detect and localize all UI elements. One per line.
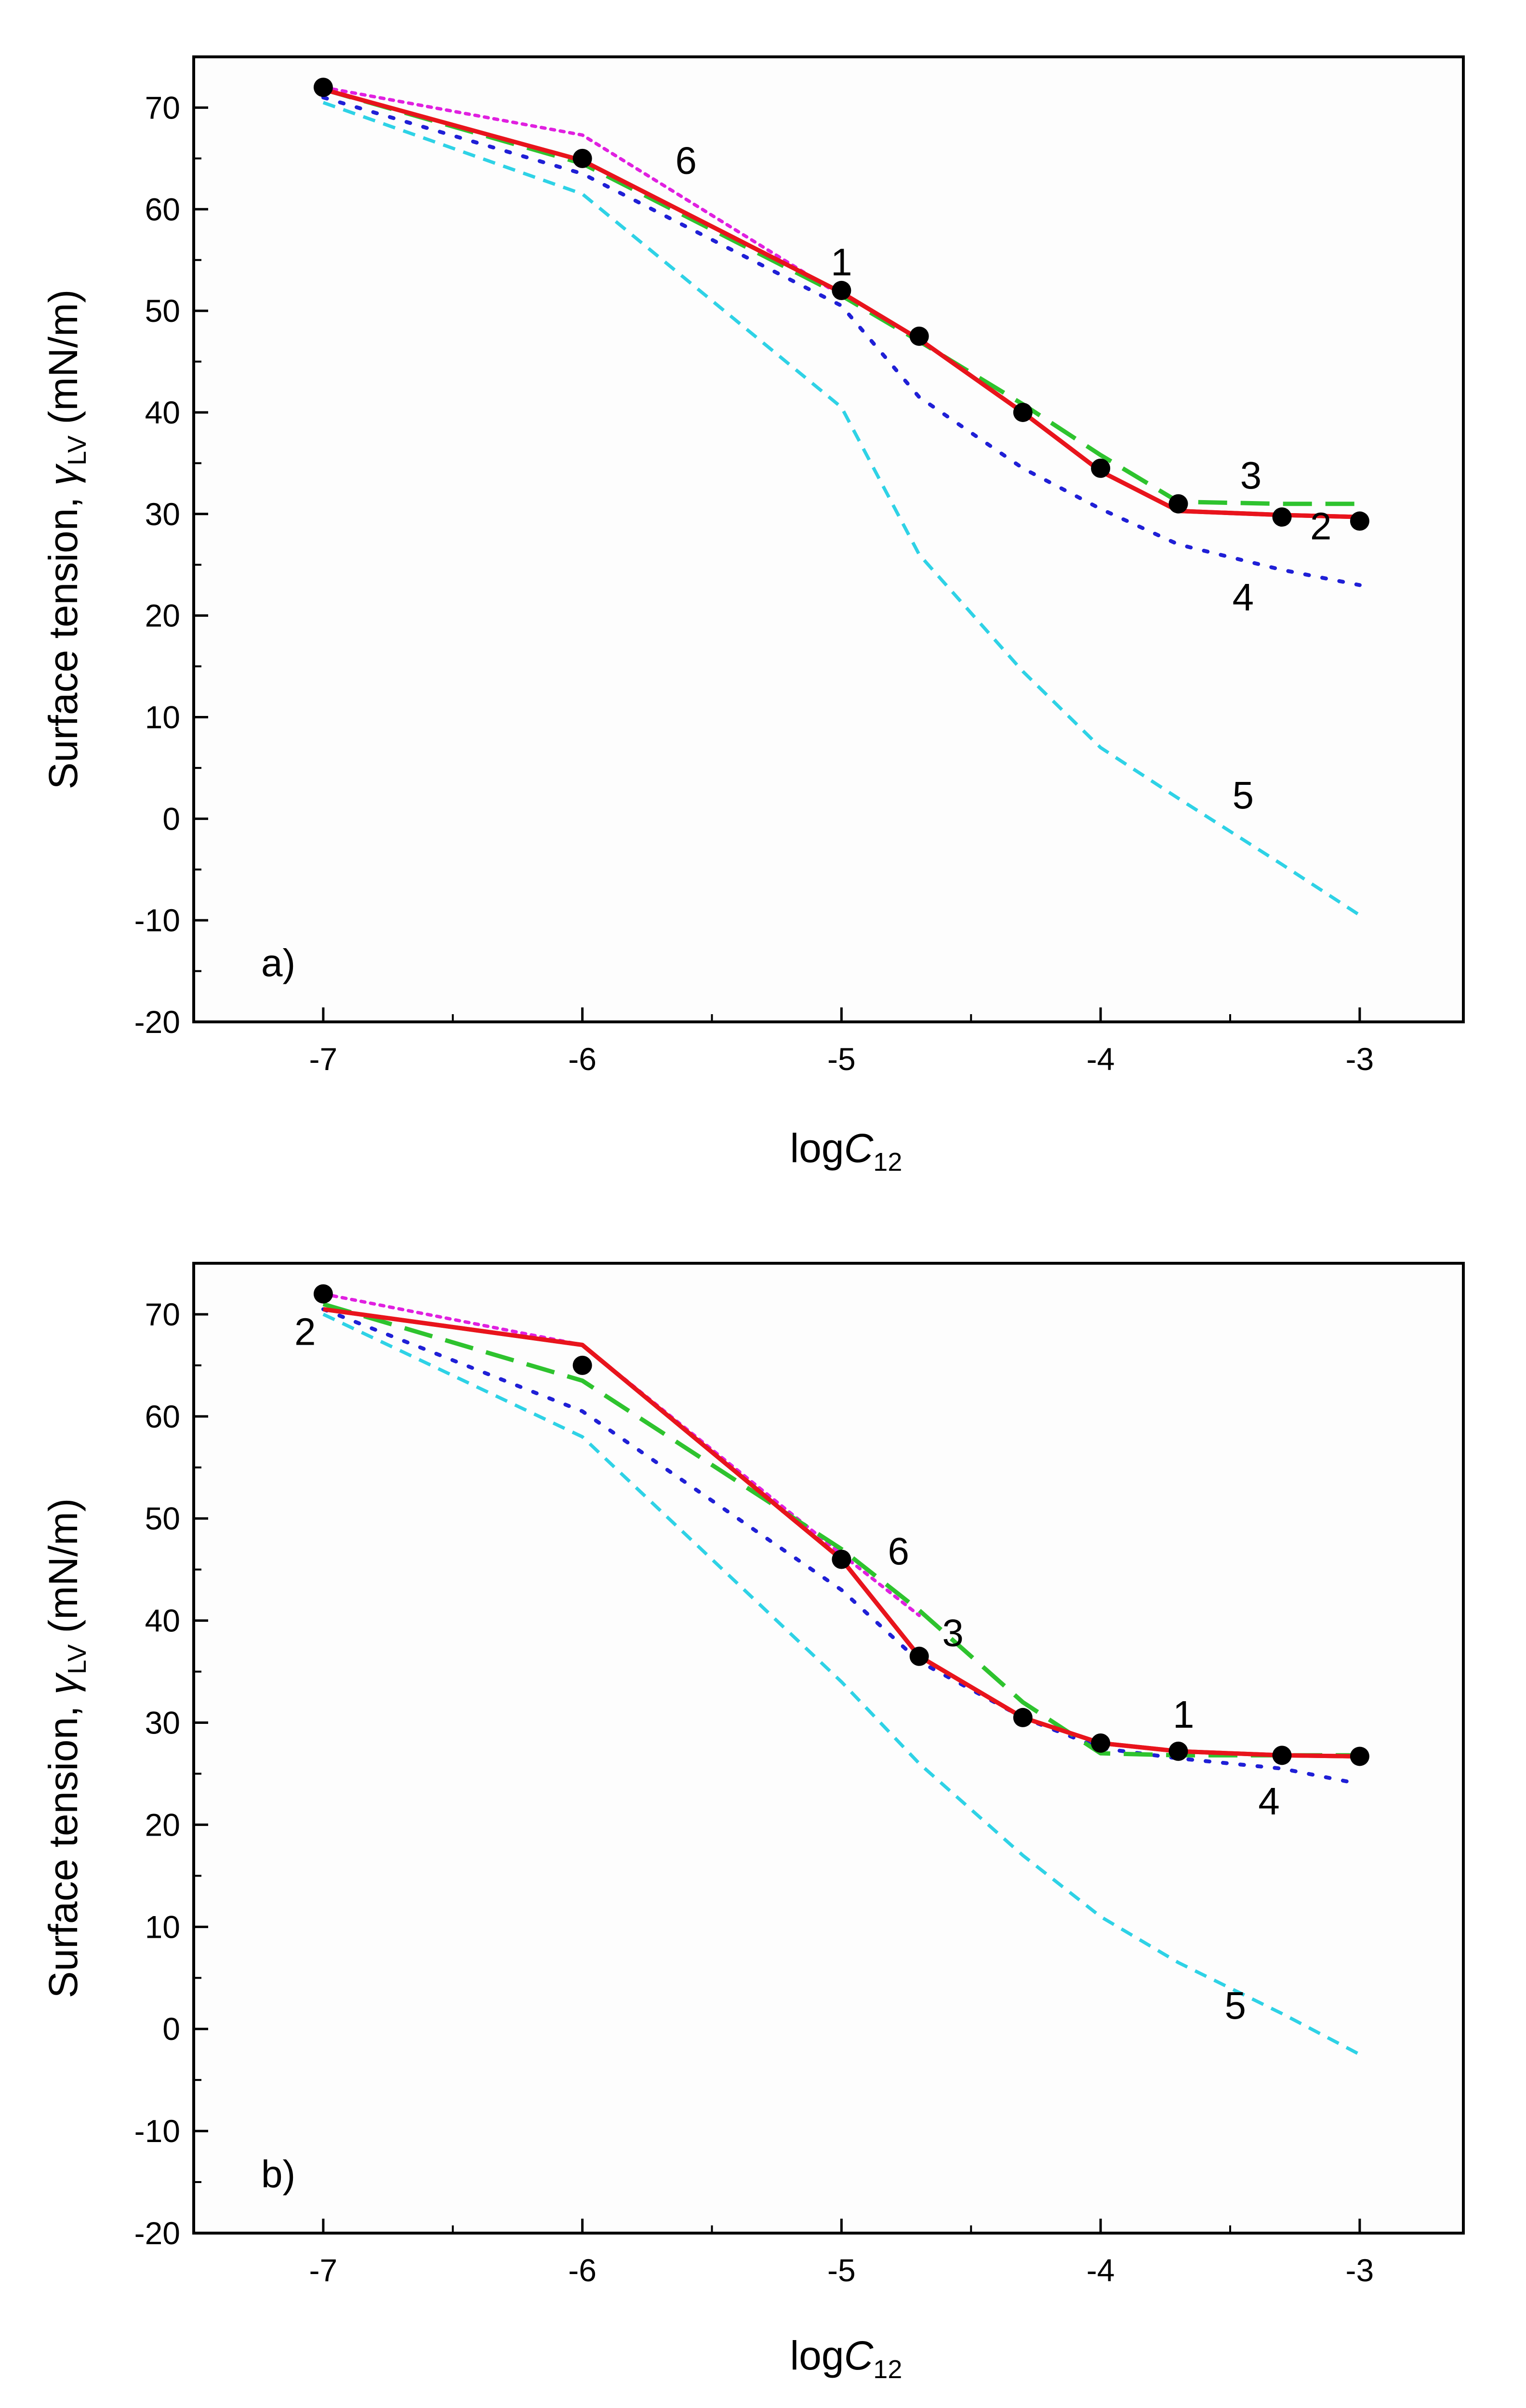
curve-label-4: 4 <box>1258 1780 1280 1823</box>
curve-label-3: 3 <box>942 1612 964 1654</box>
data-point <box>313 1284 333 1304</box>
series-4-line <box>321 95 1362 587</box>
y-tick-label: 20 <box>145 1807 180 1842</box>
data-point <box>1272 1746 1292 1765</box>
curve-label-1: 1 <box>831 240 852 283</box>
panel-label: b) <box>261 2153 295 2196</box>
data-point <box>313 78 333 97</box>
series-5-line <box>322 1312 1361 2056</box>
data-point <box>1091 458 1111 478</box>
x-tick-label: -7 <box>309 2252 338 2288</box>
y-tick-label: 10 <box>145 699 180 735</box>
x-tick-label: -6 <box>568 2252 597 2288</box>
y-tick-label: 0 <box>162 2011 180 2047</box>
x-tick-label: -5 <box>827 1041 856 1077</box>
curve-label-1: 1 <box>1173 1693 1194 1736</box>
y-tick-label: -10 <box>134 902 180 938</box>
data-point <box>572 148 592 168</box>
x-tick-label: -3 <box>1346 2252 1374 2288</box>
y-tick-label: 40 <box>145 1603 180 1639</box>
y-axis-ticks: -20 -10 0 10 20 30 40 50 60 70 <box>134 1297 208 2251</box>
x-tick-label: -3 <box>1346 1041 1374 1077</box>
x-tick-label: -7 <box>309 1041 338 1077</box>
curve-label-4: 4 <box>1233 576 1254 619</box>
data-point <box>1272 507 1292 527</box>
series-6-line <box>321 85 843 297</box>
curve-labels: 1 2 3 4 5 6 <box>675 139 1331 817</box>
y-tick-label: 30 <box>145 496 180 532</box>
y-axis-ticks: -20 -10 0 10 20 30 40 50 60 70 <box>134 90 208 1040</box>
data-point <box>909 1646 929 1666</box>
y-tick-label: 50 <box>145 1501 180 1536</box>
y-tick-label: 30 <box>145 1705 180 1741</box>
x-tick-label: -4 <box>1087 2252 1115 2288</box>
data-point <box>1168 1741 1188 1761</box>
x-tick-label: -6 <box>568 1041 597 1077</box>
data-point <box>1350 1746 1369 1766</box>
x-tick-label: -5 <box>827 2252 856 2288</box>
data-point <box>1013 1707 1033 1727</box>
series-6-line <box>321 1292 921 1617</box>
y-tick-label: 70 <box>145 1297 180 1332</box>
panel-label: a) <box>261 941 295 984</box>
data-point <box>909 326 929 346</box>
y-tick-label: -20 <box>134 2215 180 2251</box>
x-axis-title: logC12 <box>790 1125 902 1177</box>
data-point <box>1168 494 1188 514</box>
curve-labels: 1 2 3 4 5 6 <box>294 1310 1280 2027</box>
y-tick-label: 60 <box>145 191 180 227</box>
curve-label-2: 2 <box>294 1310 316 1353</box>
data-point <box>1350 511 1369 531</box>
curve-label-5: 5 <box>1233 774 1254 817</box>
curve-label-3: 3 <box>1240 454 1262 497</box>
y-axis-title: Surface tension, γLV (mN/m) <box>40 1498 92 1998</box>
plot-frame <box>192 1262 1465 2235</box>
y-tick-label: 40 <box>145 395 180 430</box>
data-point <box>572 1355 592 1375</box>
y-tick-label: 20 <box>145 598 180 634</box>
plot-frame <box>192 55 1465 1023</box>
curve-label-6: 6 <box>888 1530 909 1573</box>
x-tick-label: -4 <box>1087 1041 1115 1077</box>
y-tick-label: 70 <box>145 90 180 125</box>
series-3-line <box>322 1302 1360 1758</box>
y-tick-label: -10 <box>134 2113 180 2149</box>
data-point <box>832 280 851 300</box>
y-tick-label: 0 <box>162 801 180 836</box>
y-axis-title: Surface tension, γLV (mN/m) <box>40 290 92 790</box>
series-5-line <box>322 101 1361 917</box>
data-point <box>1013 402 1033 422</box>
curve-label-5: 5 <box>1225 1984 1247 2027</box>
curve-label-6: 6 <box>675 139 697 182</box>
data-point <box>832 1549 851 1569</box>
x-axis-ticks: -7 -6 -5 -4 -3 <box>309 2219 1374 2288</box>
y-tick-label: -20 <box>134 1004 180 1040</box>
x-axis-title: logC12 <box>790 2333 902 2384</box>
curve-label-2: 2 <box>1310 505 1332 548</box>
data-points <box>313 78 1369 531</box>
data-point <box>1091 1733 1111 1753</box>
y-tick-label: 10 <box>145 1909 180 1945</box>
x-axis-ticks: -7 -6 -5 -4 -3 <box>309 1007 1374 1077</box>
y-tick-label: 60 <box>145 1399 180 1434</box>
data-points <box>313 1284 1369 1766</box>
y-tick-label: 50 <box>145 293 180 329</box>
